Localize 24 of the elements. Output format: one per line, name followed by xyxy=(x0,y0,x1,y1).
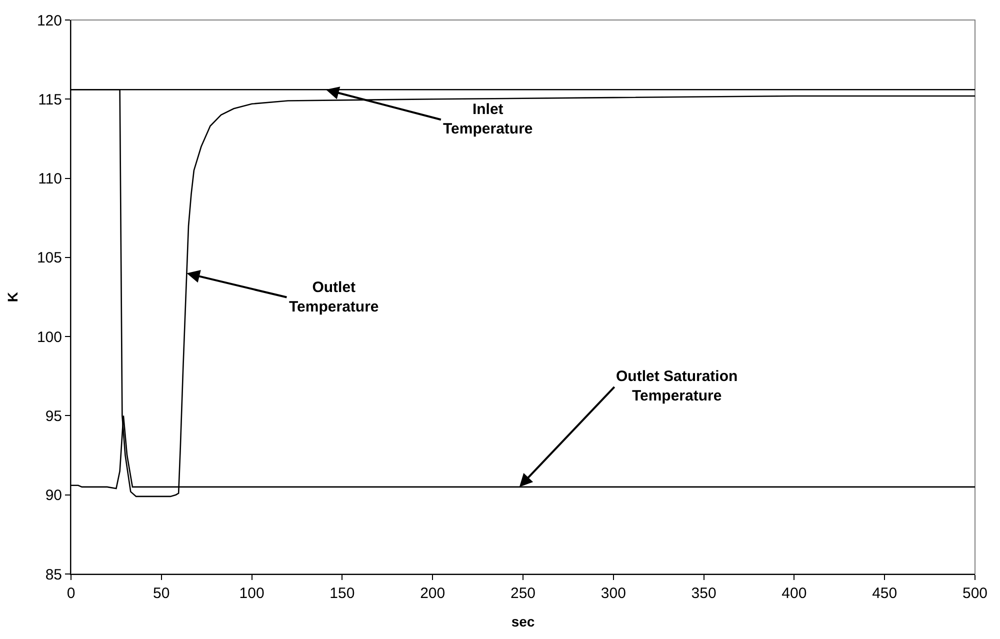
x-tick-label: 450 xyxy=(872,585,898,602)
x-axis-title: sec xyxy=(511,613,535,630)
y-tick-label: 110 xyxy=(38,170,62,188)
x-tick-label: 250 xyxy=(510,585,536,602)
x-tick-label: 100 xyxy=(239,585,264,602)
x-tick-label: 300 xyxy=(600,585,626,602)
x-tick-label: 200 xyxy=(420,585,446,602)
y-axis-title: K xyxy=(4,292,21,302)
y-tick-label: 115 xyxy=(38,91,62,108)
x-tick-label: 150 xyxy=(330,585,355,602)
annotation: Inlet Temperature xyxy=(443,101,533,138)
y-tick-label: 90 xyxy=(45,487,62,504)
x-tick-label: 500 xyxy=(962,585,988,602)
x-tick-label: 0 xyxy=(66,585,76,602)
x-tick-label: 50 xyxy=(153,585,170,602)
x-tick-label: 350 xyxy=(691,585,716,602)
y-tick-label: 85 xyxy=(45,566,62,584)
annotation: Outlet Temperature xyxy=(289,279,379,316)
y-tick-label: 100 xyxy=(36,328,62,346)
y-tick-label: 120 xyxy=(36,12,62,30)
x-tick-label: 400 xyxy=(782,585,807,602)
annotation: Outlet Saturation Temperature xyxy=(616,368,738,404)
y-tick-label: 105 xyxy=(36,250,62,267)
y-tick-label: 95 xyxy=(45,408,62,425)
